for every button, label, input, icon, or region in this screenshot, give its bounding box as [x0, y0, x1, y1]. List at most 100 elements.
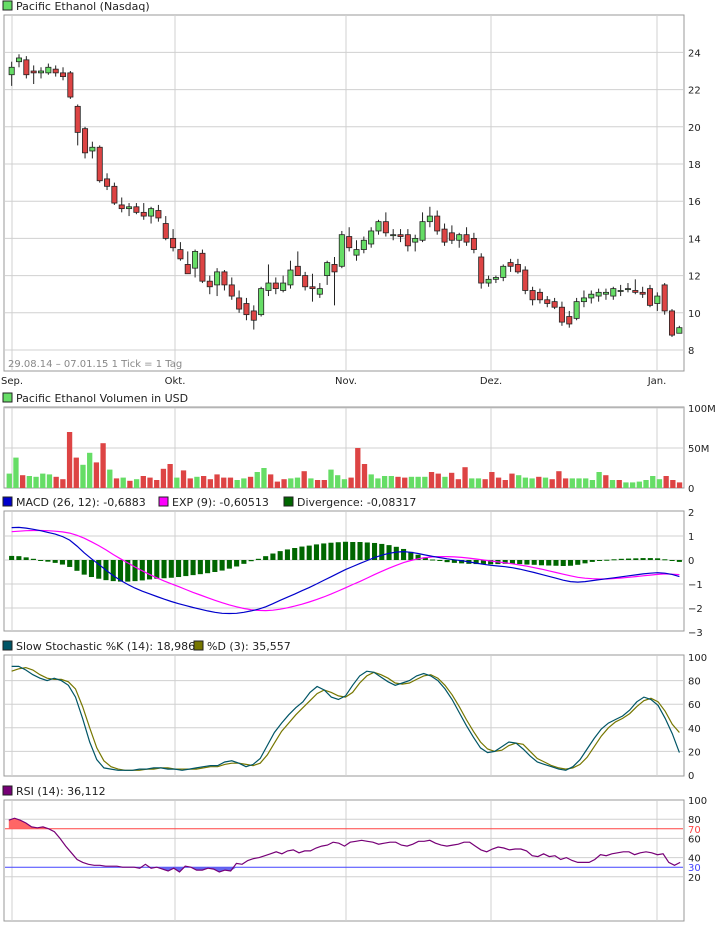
volume-bar [80, 464, 86, 488]
divergence-bar [371, 542, 378, 560]
volume-bar [73, 457, 79, 488]
divergence-bar [350, 542, 356, 560]
volume-bar [670, 480, 676, 488]
divergence-bar [30, 558, 36, 560]
candle-body [353, 249, 360, 256]
volume-bar [174, 477, 180, 488]
divergence-bar [212, 560, 218, 572]
volume-bar [469, 478, 475, 488]
divergence-bar [342, 541, 349, 560]
volume-bar [66, 432, 73, 488]
price-panel: 24 22 20 18 16 14 12 10 8 Pacific Ethanol (Nasda… [1, 0, 701, 387]
x-tick-Dez: Dez. [480, 376, 502, 387]
rsi-legend: RSI (14): 36,112 [16, 785, 106, 798]
volume-bar [583, 478, 589, 488]
macd-tick-2: 2 [688, 508, 694, 519]
candle-body [441, 228, 448, 243]
volume-tick-50M: 50M [688, 444, 709, 455]
volume-y-axis: 100M 50M 0 [688, 404, 716, 495]
candle-body [148, 208, 155, 217]
divergence-bar [553, 560, 559, 566]
candle-body [566, 316, 573, 325]
candle-body [390, 234, 397, 237]
candle-body [74, 105, 81, 133]
divergence-bar [502, 560, 508, 564]
divergence-bar [161, 560, 167, 579]
legend-swatch-macd [2, 496, 13, 507]
divergence-bar [604, 559, 610, 561]
divergence-bar [67, 560, 73, 567]
legend-swatch-stoch-k [2, 640, 13, 651]
stoch-k-line [11, 665, 680, 771]
volume-bar [87, 452, 93, 488]
legend-swatch-exp [158, 496, 169, 507]
price-tick-18: 18 [688, 160, 701, 171]
price-tick-16: 16 [688, 197, 701, 208]
divergence-bar [110, 560, 116, 582]
candle-body [23, 59, 30, 76]
divergence-bar [531, 560, 537, 565]
divergence-bar [633, 558, 639, 560]
divergence-bar [299, 546, 305, 560]
x-tick-Jan: Jan. [647, 376, 667, 387]
divergence-bar [626, 558, 632, 560]
stoch-tick-60: 60 [688, 700, 701, 711]
divergence-bar [16, 556, 22, 560]
volume-bar [53, 476, 59, 488]
candle-body [478, 256, 485, 284]
price-tick-10: 10 [688, 309, 701, 320]
candle-body [170, 237, 177, 249]
divergence-bar [241, 560, 247, 564]
candle-body [676, 327, 683, 334]
volume-bar [281, 479, 287, 488]
divergence-bar [379, 543, 385, 560]
x-axis-labels: Sep. Okt. Nov. Dez. Jan. [1, 376, 666, 387]
volume-bar [261, 468, 267, 488]
divergence-bar [444, 560, 450, 563]
divergence-bar [517, 560, 523, 565]
candle-body [184, 264, 191, 275]
divergence-bar [234, 560, 240, 567]
volume-legend: Pacific Ethanol Volumen in USD [16, 392, 188, 405]
legend-swatch-price [2, 0, 13, 11]
volume-bar [154, 480, 160, 488]
candle-body [199, 252, 206, 282]
price-tick-14: 14 [688, 234, 701, 245]
candle-body [214, 271, 221, 286]
volume-bar [603, 475, 609, 488]
volume-bar [361, 464, 368, 488]
volume-bar [415, 476, 421, 488]
candle-body [221, 271, 228, 286]
volume-bar [120, 477, 126, 488]
volume-bar [643, 480, 649, 488]
macd-tick-0: 0 [688, 556, 694, 567]
divergence-bar [524, 560, 530, 565]
candle-body [309, 286, 316, 290]
divergence-bar [567, 560, 574, 566]
volume-bar [482, 479, 488, 488]
divergence-bar [23, 557, 29, 560]
volume-bar [408, 476, 415, 488]
candle-body [580, 297, 587, 303]
candle-body [294, 265, 301, 276]
volume-bar [388, 476, 394, 488]
divergence-bar [168, 560, 174, 578]
volume-bar [234, 480, 240, 488]
volume-bar [301, 471, 307, 488]
divergence-bar [45, 560, 51, 562]
volume-bar [489, 472, 495, 488]
volume-bar [180, 470, 187, 488]
candle-body [544, 299, 551, 304]
volume-bar [395, 476, 401, 488]
candle-body [573, 301, 580, 319]
candle-body [426, 215, 433, 223]
candle-body [661, 284, 668, 312]
volume-bar [368, 474, 374, 488]
rsi-tick-20: 20 [688, 873, 701, 884]
volume-bar [650, 476, 656, 488]
divergence-bar [335, 542, 341, 560]
volume-bar [562, 478, 569, 488]
candle-body [331, 264, 338, 273]
volume-bar [596, 472, 602, 488]
